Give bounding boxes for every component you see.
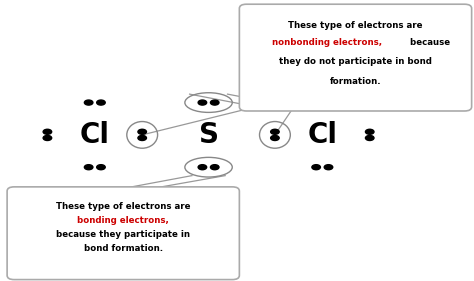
Text: they do not participate in bond: they do not participate in bond — [279, 57, 432, 66]
Circle shape — [365, 129, 374, 134]
Text: because: because — [408, 38, 450, 47]
Circle shape — [271, 129, 279, 134]
Circle shape — [84, 100, 93, 105]
Text: because they participate in: because they participate in — [56, 230, 190, 239]
Text: These type of electrons are: These type of electrons are — [288, 21, 423, 30]
Circle shape — [312, 100, 320, 105]
Circle shape — [97, 100, 105, 105]
Text: S: S — [199, 121, 219, 149]
Circle shape — [138, 135, 146, 140]
Circle shape — [43, 135, 52, 140]
Circle shape — [43, 129, 52, 134]
Circle shape — [365, 135, 374, 140]
Circle shape — [210, 165, 219, 170]
Text: bonding electrons,: bonding electrons, — [77, 216, 169, 225]
Circle shape — [97, 165, 105, 170]
Text: Cl: Cl — [80, 121, 110, 149]
Circle shape — [198, 165, 207, 170]
FancyBboxPatch shape — [239, 4, 472, 111]
Text: Cl: Cl — [307, 121, 337, 149]
Circle shape — [324, 100, 333, 105]
Circle shape — [312, 165, 320, 170]
Circle shape — [198, 100, 207, 105]
Text: formation.: formation. — [330, 77, 381, 86]
Circle shape — [210, 100, 219, 105]
Circle shape — [324, 165, 333, 170]
Circle shape — [84, 165, 93, 170]
Text: These type of electrons are: These type of electrons are — [56, 202, 191, 211]
Circle shape — [138, 129, 146, 134]
Text: nonbonding electrons,: nonbonding electrons, — [272, 38, 382, 47]
Text: bond formation.: bond formation. — [84, 244, 163, 253]
Circle shape — [271, 135, 279, 140]
FancyBboxPatch shape — [7, 187, 239, 280]
